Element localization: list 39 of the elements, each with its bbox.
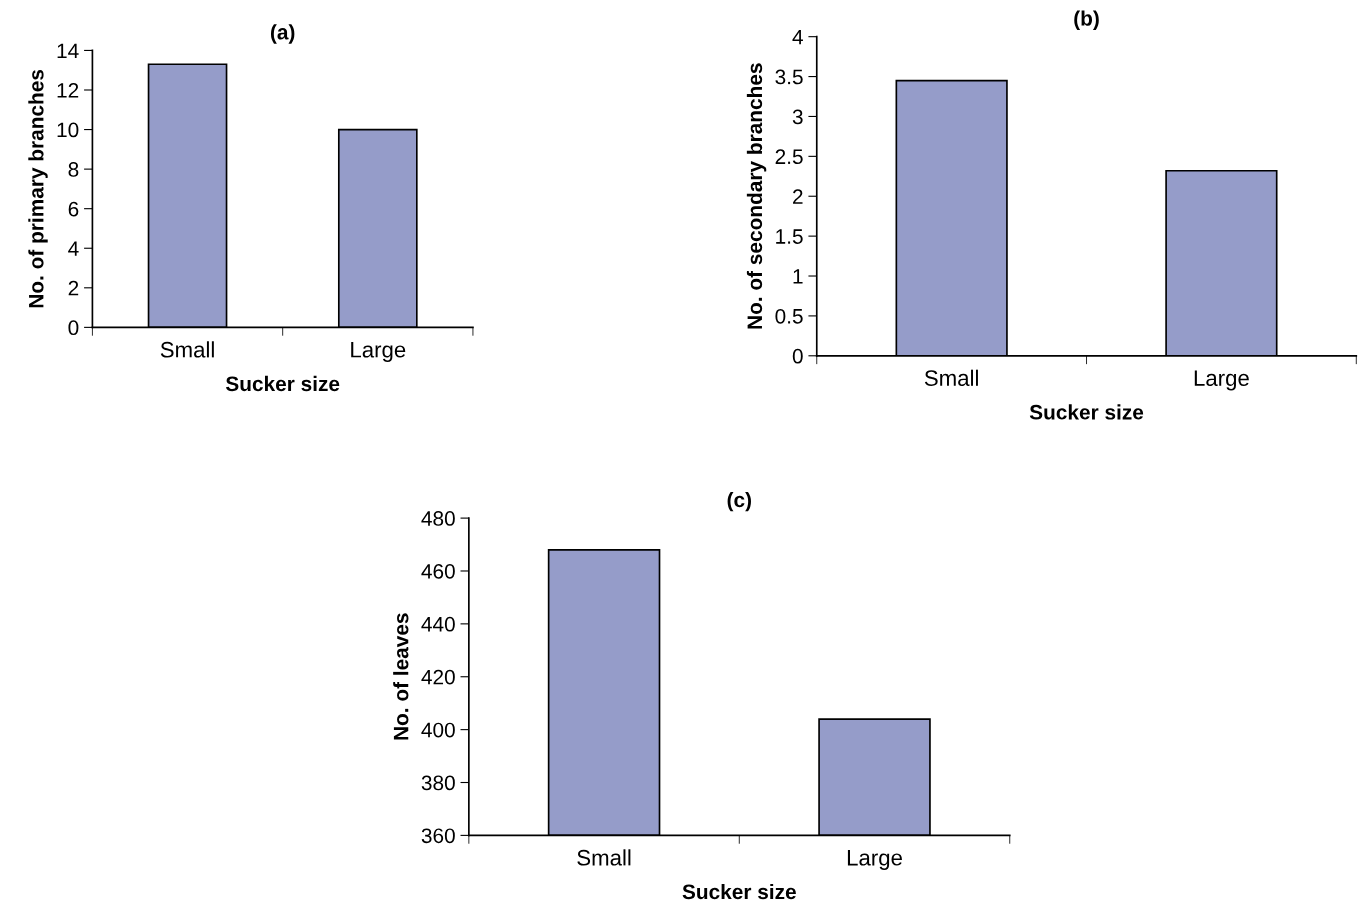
x-tick-label: Small xyxy=(577,849,631,866)
x-tick-label: Large xyxy=(847,850,902,870)
y-axis-title: No. of secondary branches xyxy=(746,63,767,329)
y-tick-label: 4 xyxy=(792,29,803,45)
x-tick-label: Small xyxy=(924,369,978,387)
y-tick-label: 440 xyxy=(421,616,455,632)
y-tick-label: 12 xyxy=(57,83,79,98)
x-axis-title: Sucker size xyxy=(1029,404,1144,420)
chart-title: (a) xyxy=(270,24,295,44)
y-tick-label: 480 xyxy=(421,511,455,526)
y-tick-label: 6 xyxy=(68,201,79,217)
chart-title: (c) xyxy=(727,491,751,512)
y-tick-label: 14 xyxy=(57,43,79,58)
y-tick-label: 10 xyxy=(57,122,79,138)
y-axis-title: No. of leaves xyxy=(393,613,409,740)
y-tick-label: 4 xyxy=(68,241,79,256)
x-tick-label: Large xyxy=(1194,370,1249,391)
y-tick-label: 3.5 xyxy=(775,69,803,85)
y-tick-label: 0 xyxy=(792,348,803,364)
y-tick-label: 2.5 xyxy=(775,149,803,165)
x-axis-title: Sucker size xyxy=(682,883,796,900)
y-tick-label: 400 xyxy=(421,722,455,738)
y-tick-label: 360 xyxy=(421,828,455,844)
y-tick-label: 2 xyxy=(68,280,79,296)
y-tick-label: 1 xyxy=(793,269,803,284)
y-tick-label: 0 xyxy=(68,320,79,336)
x-tick-label: Large xyxy=(351,342,406,362)
chart-title: (b) xyxy=(1074,10,1099,30)
y-tick-label: 2 xyxy=(793,189,803,204)
y-tick-label: 3 xyxy=(792,109,803,125)
y-tick-label: 420 xyxy=(421,669,455,685)
y-tick-label: 380 xyxy=(421,775,455,791)
y-tick-label: 460 xyxy=(421,563,455,579)
y-tick-label: 0.5 xyxy=(775,308,803,324)
y-tick-label: 1.5 xyxy=(776,229,803,244)
x-axis-title: Sucker size xyxy=(225,375,340,392)
y-tick-label: 8 xyxy=(68,162,79,177)
y-axis-title: No. of primary branches xyxy=(28,69,48,308)
x-tick-label: Small xyxy=(160,341,214,358)
